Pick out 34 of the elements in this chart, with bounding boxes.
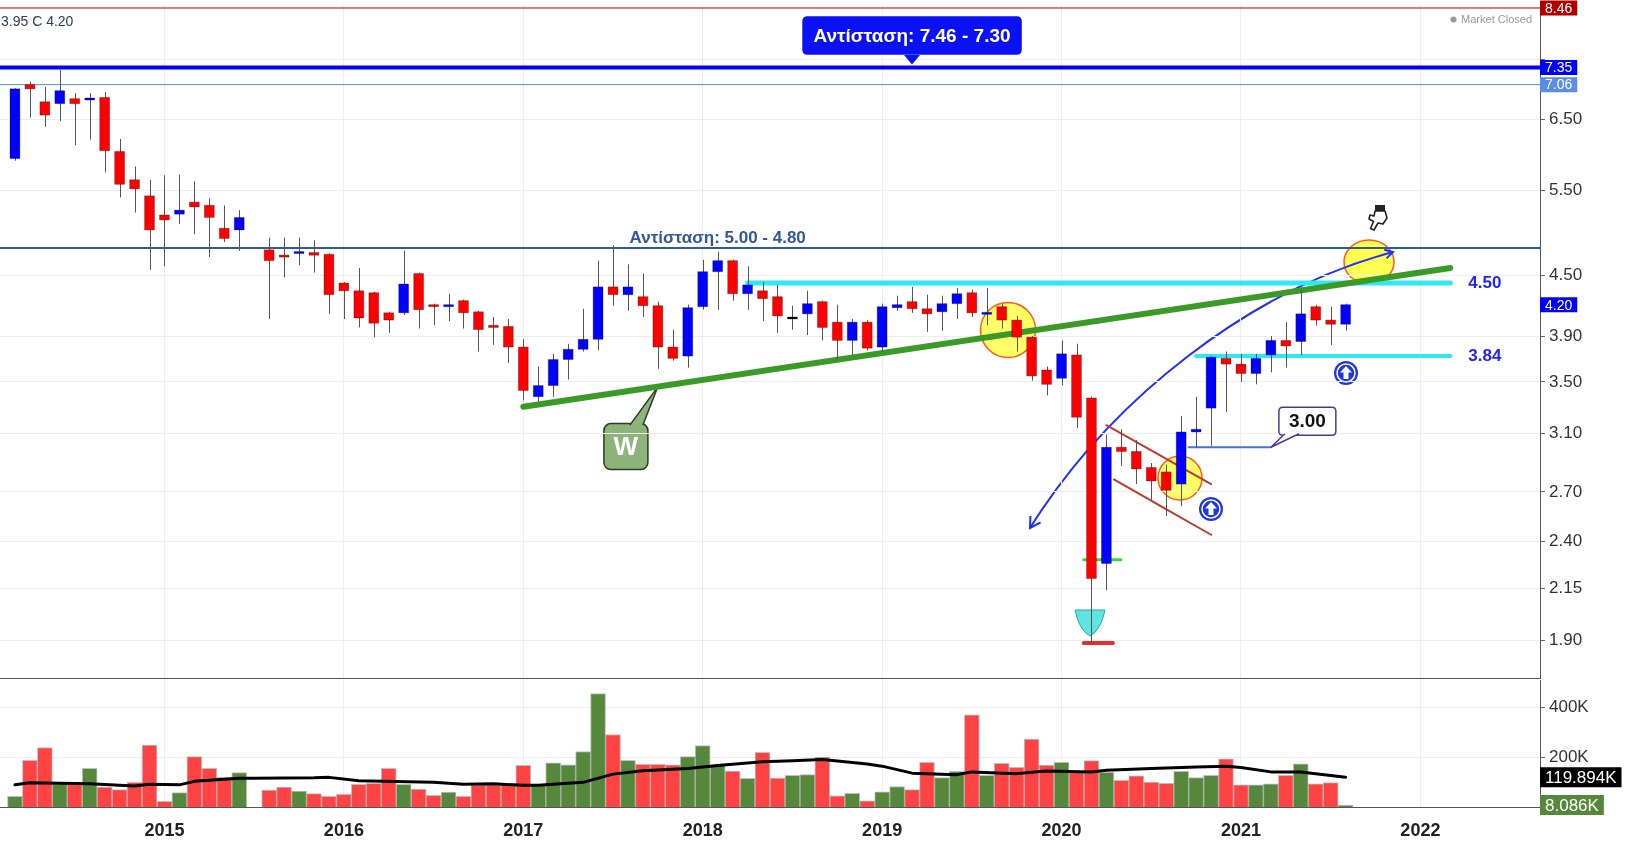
x-tick-label: 2019	[862, 819, 903, 840]
x-tick-label: 2020	[1041, 819, 1082, 840]
text: 8.086K	[1545, 795, 1600, 815]
y-tick-label: 2.70	[1549, 481, 1583, 501]
y-tick-label: 4.50	[1549, 265, 1583, 285]
x-tick-label: 2021	[1220, 819, 1261, 840]
y-tick-label: 3.90	[1549, 325, 1583, 345]
annotation: Market Closed	[1461, 13, 1532, 26]
x-tick-label: 2017	[503, 819, 544, 840]
annotation: 3.95 C 4.20	[1, 12, 74, 29]
y-tick-label: 2.15	[1549, 578, 1583, 598]
x-tick-label: 2016	[323, 819, 364, 840]
annotation: 3.84	[1468, 345, 1502, 365]
y-tick-label: 2.40	[1549, 531, 1583, 551]
annotation: 7.35	[1545, 59, 1573, 76]
annotation: 8.46	[1545, 0, 1573, 16]
x-tick-label: 2015	[144, 819, 185, 840]
y-tick-label: 400K	[1549, 697, 1590, 717]
annotation: 7.06	[1545, 76, 1573, 93]
annotation: Αντίσταση: 5.00 - 4.80	[629, 228, 806, 248]
annotation: 4.20	[1545, 296, 1573, 313]
y-tick-label: 200K	[1549, 746, 1590, 766]
y-tick-label: 3.50	[1549, 371, 1583, 391]
y-tick-label: 6.50	[1549, 109, 1583, 129]
annotation: Αντίσταση: 7.46 - 7.30	[813, 24, 1011, 46]
y-tick-label: 1.90	[1549, 630, 1583, 650]
annotation: W	[613, 430, 639, 461]
y-tick-label: 3.10	[1549, 423, 1583, 443]
y-tick-label: 5.50	[1549, 180, 1583, 200]
x-tick-label: 2022	[1400, 819, 1441, 840]
annotation: 4.50	[1468, 272, 1502, 292]
annotation: 3.00	[1288, 410, 1326, 432]
text: 119.894K	[1545, 767, 1618, 787]
x-tick-label: 2018	[682, 819, 723, 840]
